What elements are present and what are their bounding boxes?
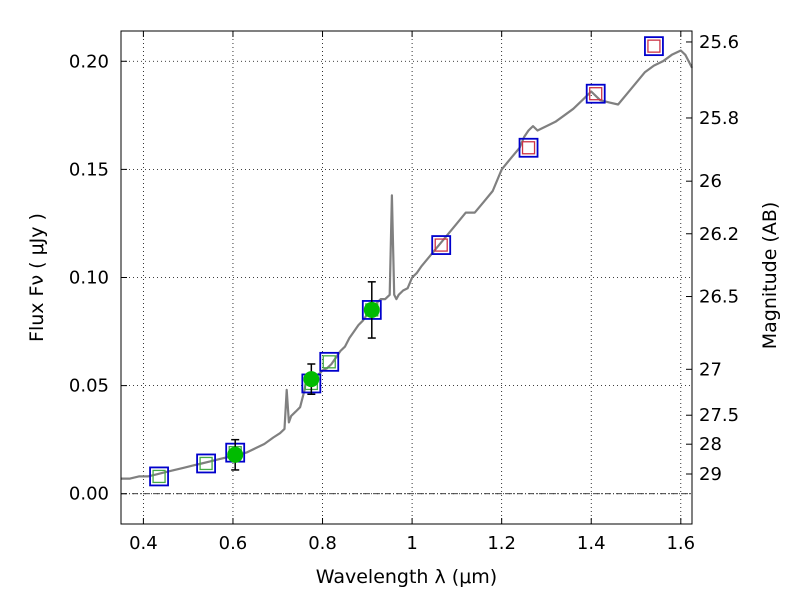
- blue-square-marker: [518, 137, 539, 158]
- red-square-marker: [589, 87, 603, 101]
- y-axis-title: Flux Fν ( μJy ): [26, 213, 48, 342]
- y2-tick-label: 27: [699, 359, 722, 380]
- y-tick-label: 0.10: [69, 268, 109, 289]
- plot-series: [121, 36, 693, 495]
- blue-square-marker: [319, 351, 340, 372]
- y2-tick-label: 26: [699, 171, 722, 192]
- y2-tick-label: 27.5: [699, 405, 739, 426]
- blue-square-marker: [196, 453, 216, 474]
- y2-tick-label: 26.2: [699, 224, 739, 245]
- y2-tick-label: 25.6: [699, 32, 739, 53]
- axes: 0.4 0.6 0.8 1 1.2 1.4 1.6 0.00 0.05 0.10 0.15 0.20 2…: [69, 31, 739, 554]
- green-square-marker: [152, 469, 166, 484]
- y2-tick-label: 25.8: [699, 108, 739, 129]
- x-tick-label: 0.8: [308, 533, 337, 554]
- red-square-marker: [647, 39, 661, 53]
- blue-square-marker: [644, 36, 664, 57]
- photometry-point: [363, 301, 380, 318]
- y2-tick-label: 29: [699, 464, 722, 485]
- grid: [121, 31, 692, 524]
- spectrum-line: [121, 49, 693, 480]
- plot-frame: [120, 30, 693, 525]
- red-square-marker: [434, 238, 448, 252]
- x-axis-title: Wavelength λ (μm): [316, 566, 497, 588]
- x-tick-label: 0.4: [129, 533, 158, 554]
- y2-tick-label: 28: [699, 434, 722, 455]
- secondary-y-axis-title: Magnitude (AB): [759, 202, 781, 350]
- y-tick-label: 0.20: [69, 51, 109, 72]
- x-tick-label: 1.2: [487, 533, 516, 554]
- red-square-marker: [521, 141, 536, 155]
- photometry-point: [303, 371, 320, 388]
- x-tick-label: 1.4: [577, 533, 606, 554]
- green-square-marker: [199, 456, 213, 471]
- x-tick-label: 0.6: [219, 533, 248, 554]
- y-tick-label: 0.00: [69, 484, 109, 505]
- x-tick-label: 1.6: [666, 533, 695, 554]
- green-square-marker: [322, 355, 336, 369]
- blue-square-marker: [585, 83, 606, 104]
- blue-square-marker: [149, 466, 169, 487]
- x-tick-label: 1: [406, 533, 417, 554]
- photometry-point: [227, 446, 244, 463]
- y2-tick-label: 26.5: [699, 287, 739, 308]
- y-tick-label: 0.05: [69, 376, 109, 397]
- blue-square-marker: [431, 235, 452, 255]
- y-tick-label: 0.15: [69, 159, 109, 180]
